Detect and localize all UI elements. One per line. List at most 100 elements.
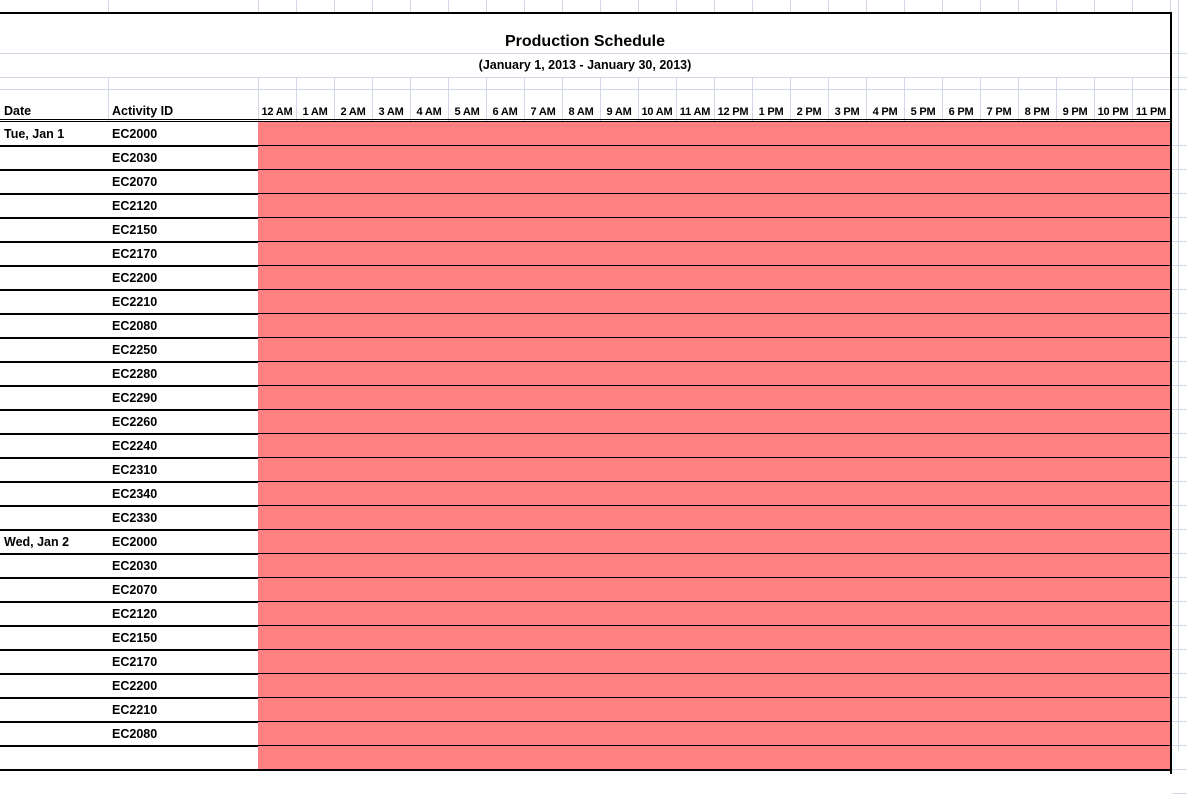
- gridline: [562, 0, 563, 12]
- table-row[interactable]: EC2240: [0, 434, 1170, 459]
- schedule-fill[interactable]: [258, 266, 1170, 289]
- activity-id-cell[interactable]: EC2080: [112, 727, 158, 741]
- table-row[interactable]: EC2120: [0, 194, 1170, 219]
- table-row[interactable]: Wed, Jan 2 EC2000: [0, 530, 1170, 555]
- activity-id-cell[interactable]: EC2310: [112, 463, 158, 477]
- schedule-fill[interactable]: [258, 122, 1170, 145]
- table-row[interactable]: EC2210: [0, 698, 1170, 723]
- table-row[interactable]: EC2170: [0, 650, 1170, 675]
- schedule-fill[interactable]: [258, 218, 1170, 241]
- table-row[interactable]: EC2250: [0, 338, 1170, 363]
- table-row[interactable]: EC2070: [0, 578, 1170, 603]
- schedule-fill[interactable]: [258, 482, 1170, 505]
- table-row[interactable]: EC2310: [0, 458, 1170, 483]
- gridline: [1172, 241, 1187, 242]
- table-row[interactable]: EC2170: [0, 242, 1170, 267]
- schedule-fill[interactable]: [258, 458, 1170, 481]
- date-cell[interactable]: Tue, Jan 1: [4, 127, 65, 141]
- schedule-fill[interactable]: [258, 194, 1170, 217]
- activity-id-cell[interactable]: EC2120: [112, 607, 158, 621]
- table-row[interactable]: EC2200: [0, 266, 1170, 291]
- activity-id-cell[interactable]: EC2170: [112, 655, 158, 669]
- schedule-fill[interactable]: [258, 146, 1170, 169]
- table-row[interactable]: EC2290: [0, 386, 1170, 411]
- schedule-fill[interactable]: [258, 506, 1170, 529]
- schedule-fill[interactable]: [258, 434, 1170, 457]
- schedule-fill[interactable]: [258, 722, 1170, 745]
- gridline: [524, 0, 525, 12]
- activity-id-cell[interactable]: EC2150: [112, 631, 158, 645]
- table-row[interactable]: EC2030: [0, 146, 1170, 171]
- table-row[interactable]: EC2150: [0, 626, 1170, 651]
- activity-id-cell[interactable]: EC2210: [112, 703, 158, 717]
- activity-id-cell[interactable]: EC2290: [112, 391, 158, 405]
- table-row[interactable]: EC2150: [0, 218, 1170, 243]
- activity-id-cell[interactable]: EC2070: [112, 583, 158, 597]
- activity-id-cell[interactable]: EC2340: [112, 487, 158, 501]
- schedule-fill[interactable]: [258, 170, 1170, 193]
- schedule-fill[interactable]: [258, 386, 1170, 409]
- date-cell[interactable]: Wed, Jan 2: [4, 535, 70, 549]
- schedule-fill[interactable]: [258, 362, 1170, 385]
- hour-column-header: 8 AM: [568, 106, 594, 118]
- gridline: [1172, 193, 1187, 194]
- activity-id-cell[interactable]: EC2260: [112, 415, 158, 429]
- schedule-fill[interactable]: [258, 242, 1170, 265]
- gridline: [1172, 433, 1187, 434]
- gridline: [1018, 0, 1019, 12]
- gridline: [638, 77, 639, 121]
- activity-id-cell[interactable]: EC2120: [112, 199, 158, 213]
- schedule-fill[interactable]: [258, 338, 1170, 361]
- schedule-fill[interactable]: [258, 650, 1170, 673]
- activity-id-cell[interactable]: EC2000: [112, 535, 158, 549]
- gridline: [258, 77, 259, 121]
- hour-column-header: 7 PM: [986, 106, 1012, 118]
- table-row[interactable]: EC2080: [0, 314, 1170, 339]
- schedule-fill[interactable]: [258, 410, 1170, 433]
- table-row[interactable]: EC2340: [0, 482, 1170, 507]
- table-row[interactable]: EC2260: [0, 410, 1170, 435]
- gridline: [0, 89, 1187, 90]
- gridline: [296, 77, 297, 121]
- table-row[interactable]: EC2330: [0, 506, 1170, 531]
- activity-id-cell[interactable]: EC2070: [112, 175, 158, 189]
- schedule-fill[interactable]: [258, 746, 1170, 769]
- schedule-fill[interactable]: [258, 698, 1170, 721]
- activity-id-cell[interactable]: EC2170: [112, 247, 158, 261]
- table-row[interactable]: EC2210: [0, 290, 1170, 315]
- activity-id-cell[interactable]: EC2080: [112, 319, 158, 333]
- activity-id-cell[interactable]: EC2280: [112, 367, 158, 381]
- table-row[interactable]: EC2200: [0, 674, 1170, 699]
- activity-id-cell[interactable]: EC2030: [112, 559, 158, 573]
- gridline: [1172, 553, 1187, 554]
- schedule-fill[interactable]: [258, 530, 1170, 553]
- schedule-fill[interactable]: [258, 314, 1170, 337]
- schedule-fill[interactable]: [258, 578, 1170, 601]
- schedule-fill[interactable]: [258, 674, 1170, 697]
- activity-id-cell[interactable]: EC2030: [112, 151, 158, 165]
- table-row[interactable]: EC2120: [0, 602, 1170, 627]
- activity-id-cell[interactable]: EC2240: [112, 439, 158, 453]
- schedule-fill[interactable]: [258, 290, 1170, 313]
- table-row[interactable]: EC2030: [0, 554, 1170, 579]
- gridline: [828, 77, 829, 121]
- hour-column-header: 10 AM: [641, 106, 673, 118]
- schedule-fill[interactable]: [258, 626, 1170, 649]
- activity-id-cell[interactable]: EC2200: [112, 679, 158, 693]
- activity-id-cell[interactable]: EC2210: [112, 295, 158, 309]
- table-row[interactable]: [0, 746, 1170, 771]
- table-row[interactable]: EC2280: [0, 362, 1170, 387]
- gridline: [1172, 457, 1187, 458]
- activity-id-cell[interactable]: EC2330: [112, 511, 158, 525]
- gridline: [410, 77, 411, 121]
- table-row[interactable]: Tue, Jan 1 EC2000: [0, 122, 1170, 147]
- activity-id-cell[interactable]: EC2200: [112, 271, 158, 285]
- activity-id-cell[interactable]: EC2000: [112, 127, 158, 141]
- hour-column-header: 9 AM: [606, 106, 632, 118]
- activity-id-cell[interactable]: EC2250: [112, 343, 158, 357]
- table-row[interactable]: EC2080: [0, 722, 1170, 747]
- activity-id-cell[interactable]: EC2150: [112, 223, 158, 237]
- table-row[interactable]: EC2070: [0, 170, 1170, 195]
- schedule-fill[interactable]: [258, 602, 1170, 625]
- schedule-fill[interactable]: [258, 554, 1170, 577]
